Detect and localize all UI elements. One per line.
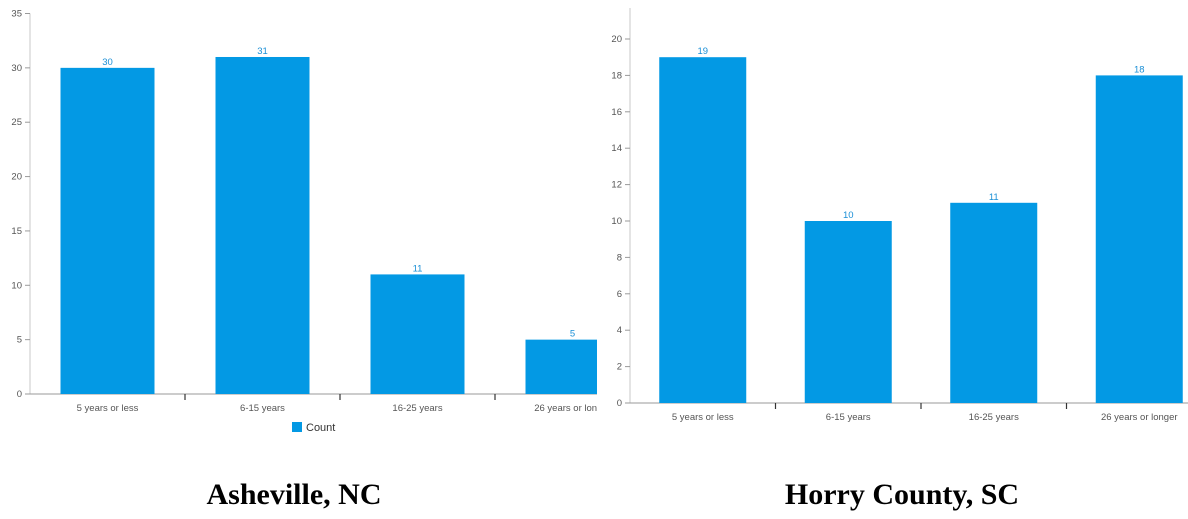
chart-caption-horry-county: Horry County, SC — [784, 478, 1020, 511]
data-label: 30 — [102, 57, 113, 68]
bar — [370, 274, 465, 394]
y-tick-label: 20 — [11, 172, 22, 183]
y-tick-label: 18 — [611, 70, 622, 81]
y-tick-label: 15 — [11, 226, 22, 237]
x-tick-label: 16-25 years — [392, 403, 442, 414]
bar — [804, 221, 892, 403]
x-tick-label: 6-15 years — [826, 412, 871, 423]
x-tick-label: 16-25 years — [969, 412, 1019, 423]
y-tick-label: 5 — [17, 335, 22, 346]
x-tick-label: 5 years or less — [672, 412, 734, 423]
y-tick-label: 30 — [11, 63, 22, 74]
data-label: 19 — [697, 46, 708, 57]
y-tick-label: 10 — [11, 280, 22, 291]
y-tick-label: 25 — [11, 117, 22, 128]
y-tick-label: 14 — [611, 143, 622, 154]
data-label: 11 — [989, 192, 999, 203]
bar — [215, 56, 310, 394]
chart-2: 0 2 4 6 8 10 12 14 16 18 20 5 years or less 19 6-15 y… — [611, 8, 1188, 423]
data-label: 10 — [843, 210, 854, 221]
legend-label: Count — [306, 422, 335, 434]
y-tick-label: 10 — [611, 216, 622, 227]
data-label: 11 — [413, 263, 423, 274]
x-tick-label: 26 years or longer — [534, 403, 611, 414]
chart-caption-asheville: Asheville, NC — [206, 478, 382, 511]
y-tick-label: 16 — [611, 107, 622, 118]
y-tick-label: 0 — [17, 389, 22, 400]
bar — [950, 202, 1038, 403]
y-tick-label: 8 — [617, 252, 622, 263]
bar — [1095, 75, 1183, 404]
data-label: 18 — [1134, 64, 1145, 75]
chart-area: 0 2 4 6 8 10 12 14 16 18 20 5 years or less 19 6-15 y… — [611, 8, 1188, 423]
bar — [60, 67, 155, 394]
y-tick-label: 0 — [617, 398, 622, 409]
legend-swatch — [292, 422, 302, 432]
data-label: 5 — [570, 329, 575, 340]
data-label: 31 — [257, 46, 268, 57]
bar — [659, 57, 747, 403]
x-tick-label: 5 years or less — [77, 403, 139, 414]
x-tick-label: 6-15 years — [240, 403, 285, 414]
y-tick-label: 20 — [611, 34, 622, 45]
y-tick-label: 6 — [617, 289, 622, 300]
chart-area: 0 5 10 15 20 25 30 35 5 years or less 30 6-15 year… — [11, 9, 611, 414]
y-tick-label: 12 — [611, 180, 622, 191]
y-tick-label: 2 — [617, 362, 622, 373]
bar — [525, 339, 597, 394]
y-tick-label: 35 — [11, 9, 22, 20]
x-tick-label: 26 years or longer — [1101, 412, 1178, 423]
chart-1: 0 5 10 15 20 25 30 35 5 years or less 30 6-15 year… — [11, 9, 611, 434]
y-tick-label: 4 — [617, 325, 622, 336]
